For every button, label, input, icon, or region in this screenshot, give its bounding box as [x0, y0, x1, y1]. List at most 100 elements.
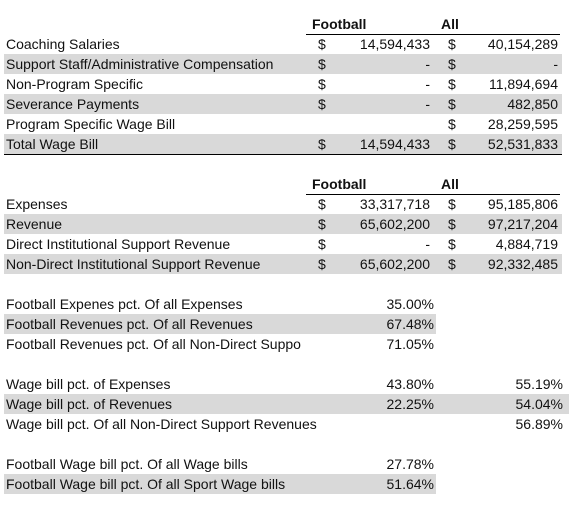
- finance-row: Non-Direct Institutional Support Revenue…: [0, 254, 571, 274]
- percent-row: Football Wage bill pct. Of all Sport Wag…: [0, 474, 571, 494]
- percent-row: Football Wage bill pct. Of all Wage bill…: [0, 454, 571, 474]
- percent-row: Football Revenues pct. Of all Non-Direct…: [0, 334, 571, 354]
- row-label: Football Wage bill pct. Of all Sport Wag…: [6, 476, 286, 492]
- row-label: Non-Direct Institutional Support Revenue: [6, 256, 261, 272]
- row-label: Non-Program Specific: [6, 76, 143, 92]
- football-dollar-sign: $: [318, 96, 326, 112]
- football-percent: 43.80%: [386, 376, 434, 392]
- all-amount: -: [553, 56, 558, 72]
- wage-row: Program Specific Wage Bill $28,259,595: [0, 114, 571, 134]
- row-label: Football Wage bill pct. Of all Wage bill…: [6, 456, 248, 472]
- percent-row: Wage bill pct. of Expenses 43.80% 55.19%: [0, 374, 571, 394]
- all-amount: 40,154,289: [487, 36, 558, 52]
- row-label: Direct Institutional Support Revenue: [6, 236, 231, 252]
- all-amount: 482,850: [507, 96, 558, 112]
- football-dollar-sign: $: [318, 76, 326, 92]
- row-label: Coaching Salaries: [6, 36, 120, 52]
- row-label: Football Revenues pct. Of all Revenues: [6, 316, 253, 332]
- row-label: Program Specific Wage Bill: [6, 116, 176, 132]
- row-shading: [4, 394, 569, 414]
- all-dollar-sign: $: [448, 196, 456, 212]
- finance-row: Revenue $65,602,200 $97,217,204: [0, 214, 571, 234]
- football-amount: -: [425, 236, 430, 252]
- row-label: Football Revenues pct. Of all Non-Direct…: [6, 336, 301, 352]
- row-shading: [4, 94, 562, 114]
- row-label: Wage bill pct. of Expenses: [6, 376, 171, 392]
- wage-row: Severance Payments $ - $482,850: [0, 94, 571, 114]
- all-header: All: [441, 16, 459, 32]
- header-rule: [306, 194, 560, 195]
- all-header: All: [441, 176, 459, 192]
- football-percent: 27.78%: [386, 456, 434, 472]
- percent-row: Wage bill pct. of Revenues 22.25% 54.04%: [0, 394, 571, 414]
- all-dollar-sign: $: [448, 236, 456, 252]
- all-amount: 97,217,204: [487, 216, 558, 232]
- football-amount: -: [425, 76, 430, 92]
- wage-row: Total Wage Bill $14,594,433 $52,531,833: [0, 134, 571, 155]
- football-percent: 71.05%: [386, 336, 434, 352]
- football-dollar-sign: $: [318, 256, 326, 272]
- all-amount: 4,884,719: [495, 236, 558, 252]
- football-amount: 65,602,200: [359, 256, 430, 272]
- all-dollar-sign: $: [448, 136, 456, 152]
- all-dollar-sign: $: [448, 76, 456, 92]
- wage-table-header: Football All: [0, 14, 571, 34]
- all-dollar-sign: $: [448, 36, 456, 52]
- football-percent: 22.25%: [386, 396, 434, 412]
- football-percent: 35.00%: [386, 296, 434, 312]
- finance-table-header: Football All: [0, 174, 571, 194]
- wage-row: Support Staff/Administrative Compensatio…: [0, 54, 571, 74]
- row-label: Wage bill pct. of Revenues: [6, 396, 173, 412]
- football-header: Football: [312, 176, 367, 192]
- percent-row: Football Revenues pct. Of all Revenues 67…: [0, 314, 571, 334]
- percent-row: Wage bill pct. Of all Non-Direct Support…: [0, 414, 571, 434]
- wage-row: Coaching Salaries $14,594,433 $40,154,289: [0, 34, 571, 54]
- row-label: Support Staff/Administrative Compensatio…: [6, 56, 274, 72]
- all-dollar-sign: $: [448, 256, 456, 272]
- row-label: Severance Payments: [6, 96, 140, 112]
- row-shading: [4, 54, 562, 74]
- football-percent: 67.48%: [386, 316, 434, 332]
- row-label: Football Expenes pct. Of all Expenses: [6, 296, 243, 312]
- all-dollar-sign: $: [448, 56, 456, 72]
- all-amount: 28,259,595: [487, 116, 558, 132]
- all-dollar-sign: $: [448, 116, 456, 132]
- football-dollar-sign: $: [318, 196, 326, 212]
- football-dollar-sign: $: [318, 236, 326, 252]
- all-dollar-sign: $: [448, 96, 456, 112]
- row-label: Revenue: [6, 216, 63, 232]
- football-amount: 14,594,433: [359, 136, 430, 152]
- football-dollar-sign: $: [318, 216, 326, 232]
- wage-row: Non-Program Specific $ - $11,894,694: [0, 74, 571, 94]
- football-amount: -: [425, 96, 430, 112]
- all-amount: 52,531,833: [487, 136, 558, 152]
- row-shading: [4, 314, 436, 334]
- football-header: Football: [312, 16, 367, 32]
- percent-row: Football Expenes pct. Of all Expenses 35.…: [0, 294, 571, 314]
- row-shading: [4, 134, 562, 155]
- football-dollar-sign: $: [318, 56, 326, 72]
- all-amount: 11,894,694: [488, 76, 558, 92]
- all-percent: 55.19%: [515, 376, 563, 392]
- football-amount: -: [425, 56, 430, 72]
- football-amount: 14,594,433: [359, 36, 430, 52]
- football-dollar-sign: $: [318, 136, 326, 152]
- football-amount: 65,602,200: [359, 216, 430, 232]
- row-label: Expenses: [6, 196, 68, 212]
- finance-row: Expenses $33,317,718 $95,185,806: [0, 194, 571, 214]
- row-shading: [4, 254, 562, 274]
- all-dollar-sign: $: [448, 216, 456, 232]
- all-amount: 92,332,485: [487, 256, 558, 272]
- row-label: Total Wage Bill: [6, 136, 99, 152]
- finance-row: Direct Institutional Support Revenue $ - $4…: [0, 234, 571, 254]
- header-rule: [306, 34, 560, 35]
- all-amount: 95,185,806: [487, 196, 558, 212]
- football-dollar-sign: $: [318, 36, 326, 52]
- football-percent: 51.64%: [386, 476, 434, 492]
- row-shading: [4, 214, 562, 234]
- row-shading: [4, 474, 436, 494]
- football-amount: 33,317,718: [359, 196, 430, 212]
- all-percent: 56.89%: [515, 416, 563, 432]
- row-label: Wage bill pct. Of all Non-Direct Support…: [6, 416, 317, 432]
